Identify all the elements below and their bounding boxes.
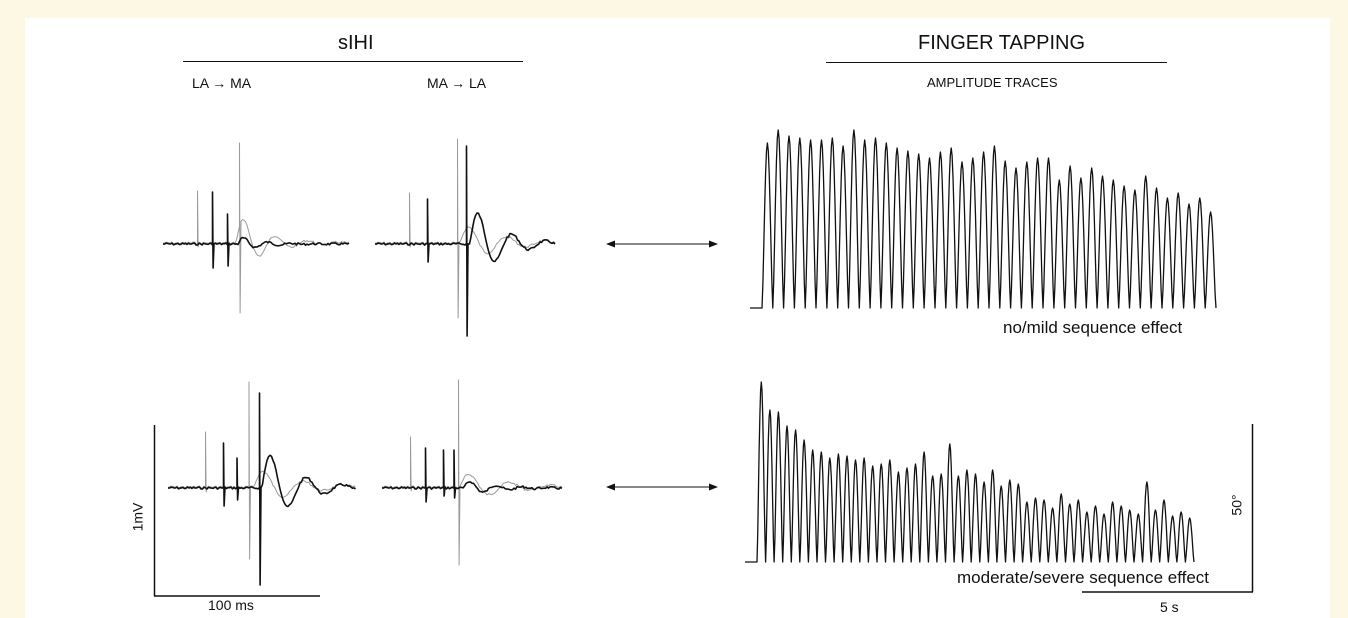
double-arrow-icon bbox=[606, 240, 718, 248]
sihi-trace-dark bbox=[167, 392, 356, 586]
sihi-trace-light bbox=[381, 379, 563, 566]
scale-bars-and-arrows bbox=[153, 240, 1254, 597]
sihi-trace-dark bbox=[374, 145, 556, 337]
sihi-col-right-label: MA → LA bbox=[427, 75, 487, 91]
sihi-title-rule bbox=[183, 61, 523, 62]
sihi-trace-dark bbox=[162, 191, 350, 269]
sihi-trace-light bbox=[167, 381, 356, 560]
finger-tapping-title-rule bbox=[826, 62, 1167, 63]
double-arrow-icon bbox=[606, 483, 718, 491]
tapping-traces bbox=[745, 129, 1217, 563]
figure-panel bbox=[25, 18, 1330, 618]
row2-caption: moderate/severe sequence effect bbox=[957, 568, 1210, 587]
tapping-trace-row1 bbox=[750, 129, 1217, 309]
finger-tapping-title: FINGER TAPPING bbox=[918, 32, 1086, 54]
sihi-title: sIHI bbox=[338, 32, 374, 54]
tapping-trace-row2 bbox=[745, 381, 1195, 563]
sihi-trace-dark bbox=[381, 447, 563, 503]
row1-caption: no/mild sequence effect bbox=[1003, 318, 1183, 337]
finger-tapping-subtitle: AMPLITUDE TRACES bbox=[927, 75, 1058, 90]
sihi-traces bbox=[162, 138, 563, 586]
sihi-trace-light bbox=[374, 138, 556, 319]
sihi-scale-x-label: 100 ms bbox=[208, 597, 254, 613]
tapping-scale-x-label: 5 s bbox=[1160, 599, 1179, 615]
sihi-col-left-label: LA → MA bbox=[192, 75, 252, 91]
sihi-trace-light bbox=[162, 142, 350, 314]
